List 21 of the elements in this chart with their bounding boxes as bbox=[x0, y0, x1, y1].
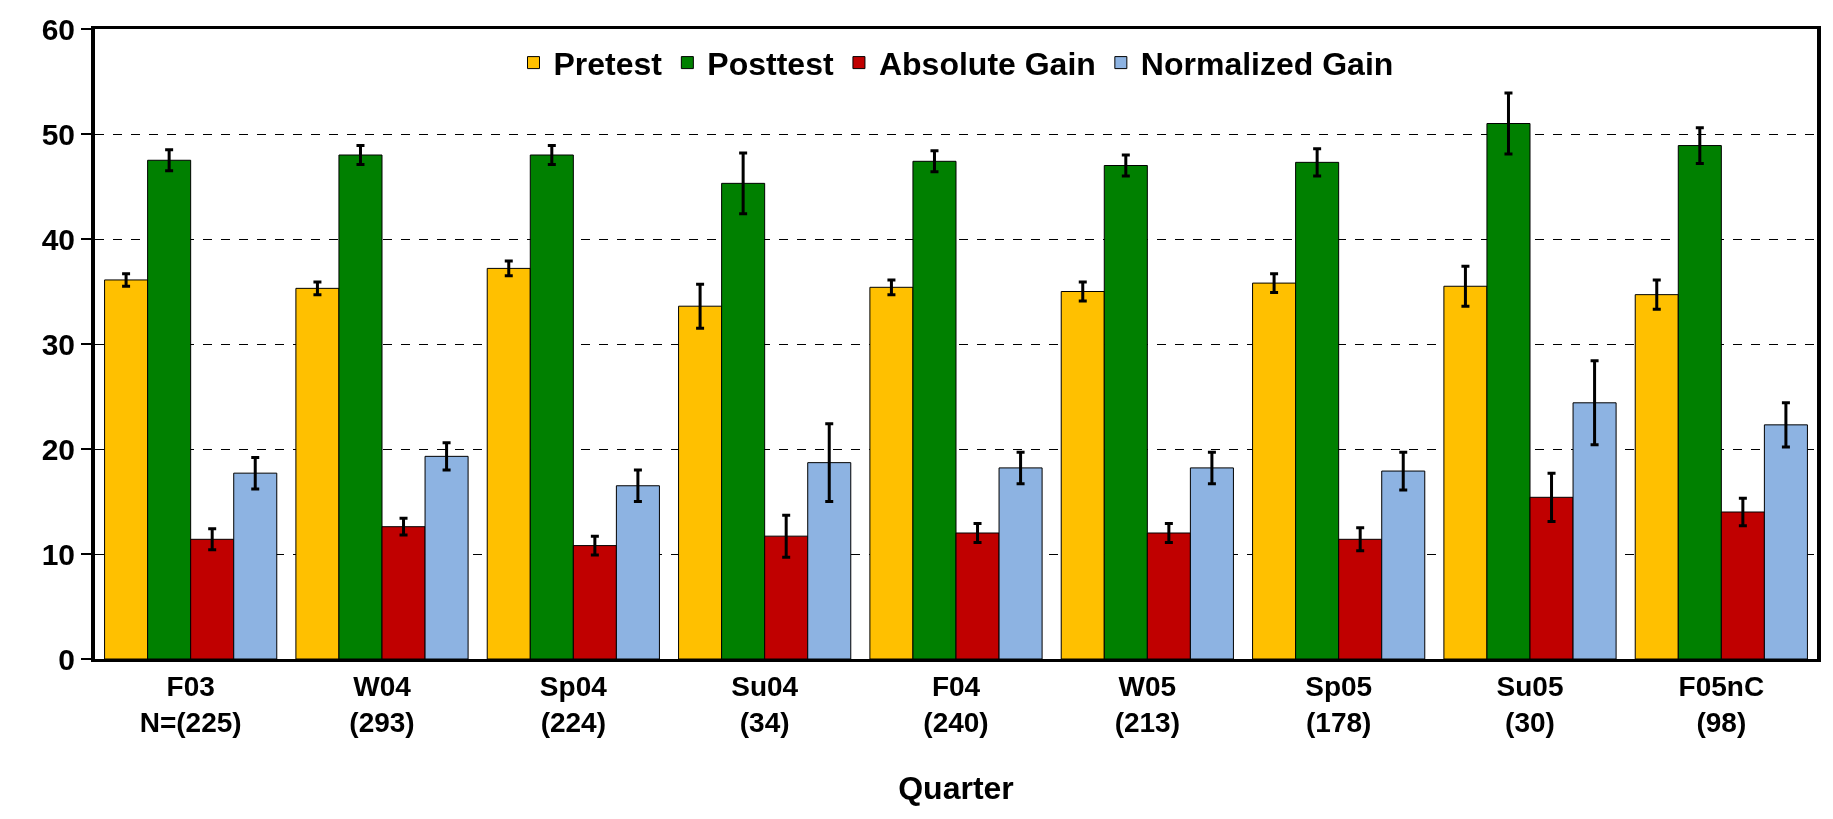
x-axis-title: Quarter bbox=[898, 769, 1014, 806]
x-tick-label: Sp05 (178) bbox=[1305, 670, 1373, 738]
x-tick-label: Su05 (30) bbox=[1496, 670, 1564, 738]
legend-label: Pretest bbox=[553, 46, 663, 83]
y-tick-label: 60 bbox=[41, 12, 75, 46]
x-tick-label: Sp04 (224) bbox=[539, 670, 608, 738]
y-tick-label: 30 bbox=[41, 327, 75, 361]
x-tick-label: W05 (213) bbox=[1114, 670, 1181, 738]
y-tick-label: 50 bbox=[41, 117, 75, 151]
x-tick-label: W04 (293) bbox=[349, 670, 415, 738]
legend-label: Normalized Gain bbox=[1140, 46, 1394, 83]
x-tick-label: F04 (240) bbox=[923, 670, 989, 738]
legend-label: Absolute Gain bbox=[878, 46, 1096, 83]
legend-label: Posttest bbox=[707, 46, 834, 83]
y-tick-label: 0 bbox=[58, 642, 75, 676]
y-tick-label: 10 bbox=[41, 537, 75, 571]
y-tick-label: 40 bbox=[41, 222, 75, 256]
x-tick-label: Su04 (34) bbox=[731, 670, 799, 738]
y-tick-label: 20 bbox=[41, 432, 75, 466]
x-tick-label: F03 N=(225) bbox=[139, 670, 242, 738]
x-tick-label: F05nC (98) bbox=[1678, 670, 1765, 738]
